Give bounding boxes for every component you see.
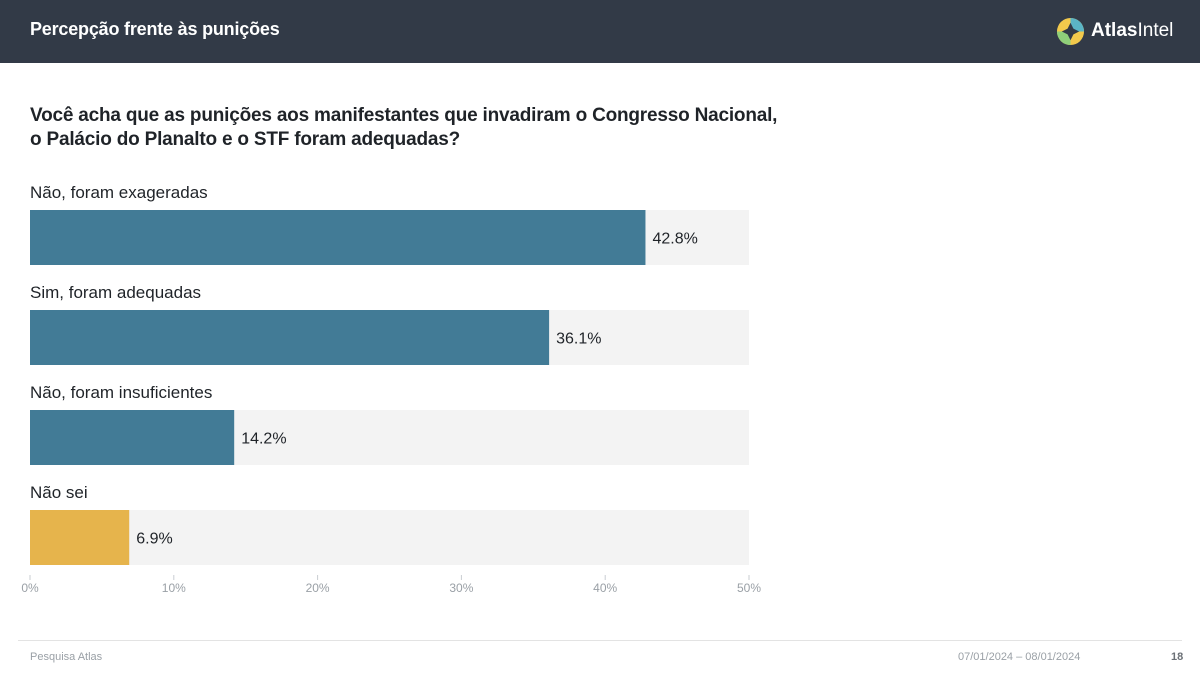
page-title: Percepção frente às punições	[30, 19, 280, 39]
category-label: Sim, foram adequadas	[30, 283, 201, 302]
atlasintel-logo: AtlasIntel	[1056, 15, 1173, 47]
bar-track	[30, 510, 749, 565]
bar	[30, 410, 235, 465]
bar	[30, 210, 646, 265]
footer-source: Pesquisa Atlas	[30, 651, 103, 663]
bar	[30, 510, 130, 565]
x-tick-label: 50%	[737, 581, 761, 595]
category-label: Não, foram insuficientes	[30, 383, 212, 402]
page-number: 18	[1171, 651, 1184, 663]
category-label: Não, foram exageradas	[30, 183, 208, 202]
bar-chart: Não, foram exageradas 42.8% Sim, foram ade…	[21, 183, 761, 595]
footer-dates: 07/01/2024 – 08/01/2024	[958, 651, 1081, 663]
atlasintel-logo-icon	[1056, 17, 1085, 45]
value-label: 6.9%	[136, 531, 172, 548]
value-label: 42.8%	[652, 231, 697, 248]
question-line-2: o Palácio do Planalto e o STF foram adeq…	[30, 129, 460, 150]
question-line-1: Você acha que as punições aos manifestan…	[30, 105, 778, 126]
x-tick-label: 10%	[162, 581, 186, 595]
bar	[30, 310, 550, 365]
value-label: 14.2%	[241, 431, 286, 448]
x-tick-label: 20%	[306, 581, 330, 595]
footer-divider	[18, 640, 1182, 641]
header-bar: Percepção frente às punições AtlasIntel	[0, 0, 1200, 63]
survey-question: Você acha que as punições aos manifestan…	[30, 104, 778, 152]
x-tick-label: 40%	[593, 581, 617, 595]
value-label: 36.1%	[556, 331, 601, 348]
x-tick-label: 30%	[449, 581, 473, 595]
x-tick-label: 0%	[21, 581, 39, 595]
category-label: Não sei	[30, 483, 88, 502]
logo-wordmark: AtlasIntel	[1091, 20, 1174, 41]
